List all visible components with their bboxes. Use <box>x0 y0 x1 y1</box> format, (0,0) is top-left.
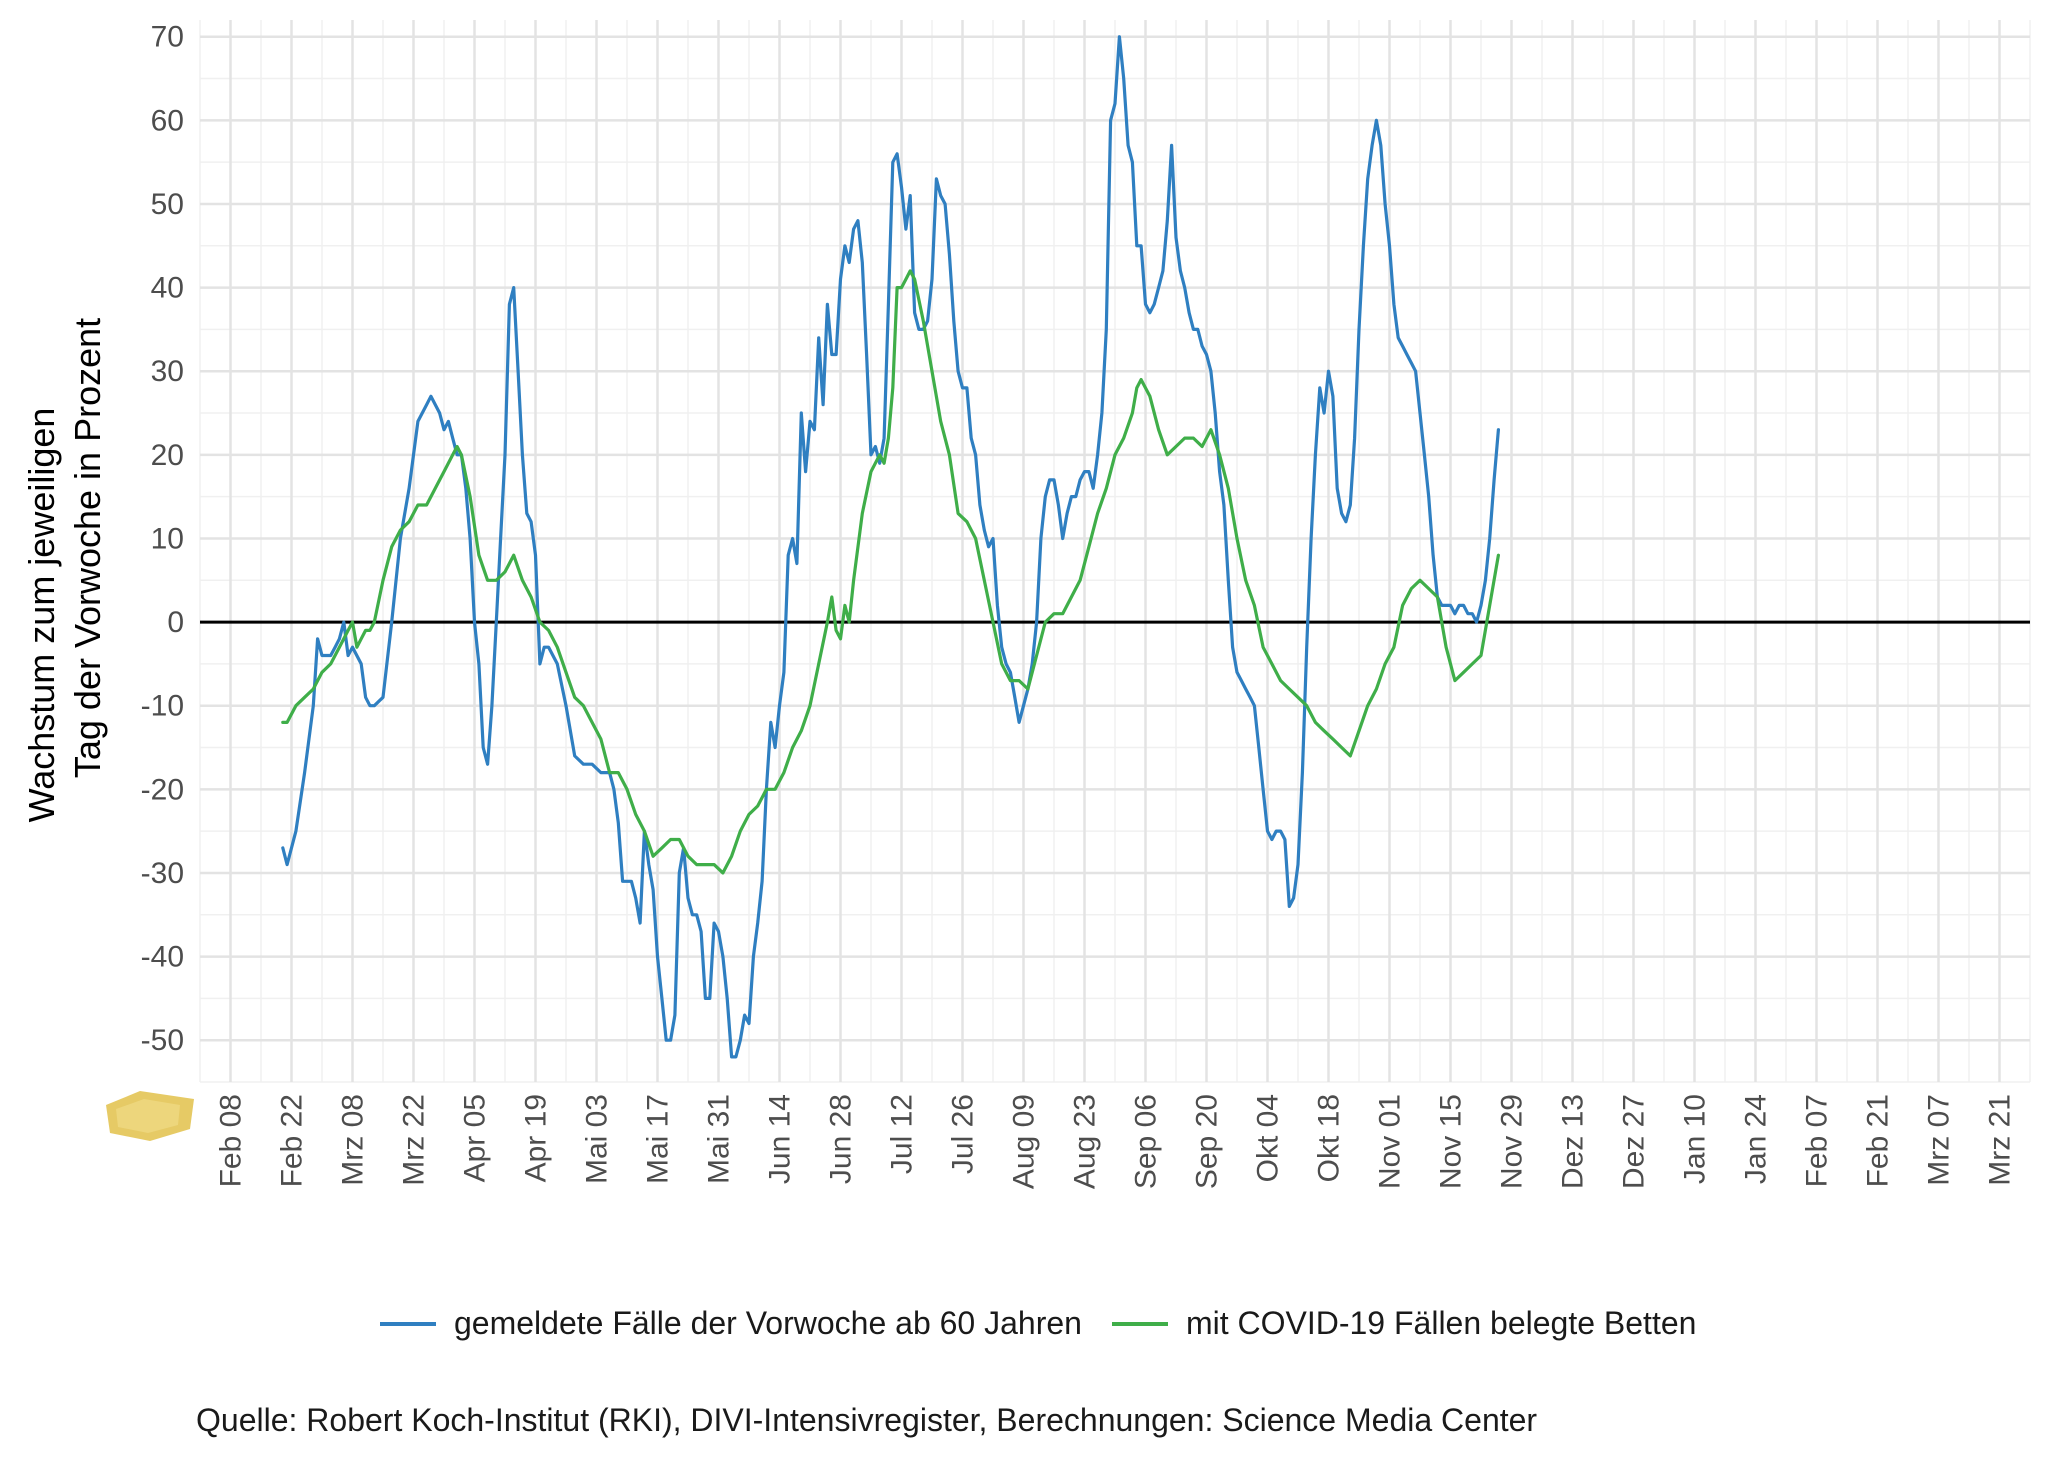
y-tick-label: 30 <box>151 355 184 388</box>
x-tick-label: Dez 13 <box>1557 1094 1590 1189</box>
legend-key-blue <box>380 1321 436 1326</box>
y-tick-label: -40 <box>141 941 184 974</box>
series-layer <box>281 35 1500 1059</box>
y-tick-label: 70 <box>151 21 184 54</box>
x-tick-label: Dez 27 <box>1618 1094 1651 1189</box>
legend-label-beds: mit COVID-19 Fällen belegte Betten <box>1185 1305 1697 1341</box>
y-tick-label: 0 <box>167 606 184 639</box>
x-tick-label: Jul 26 <box>947 1094 980 1174</box>
y-tick-label: 20 <box>151 439 184 472</box>
y-axis-ticks: -50 -40 -30 -20 -10 0 10 20 30 40 50 60 70 <box>141 21 184 1057</box>
series-line-2 <box>281 269 1500 875</box>
x-axis-ticks: Feb 08 Feb 22 Mrz 08 Mrz 22 Apr 05 Apr 19 Mai … <box>215 1094 2017 1189</box>
x-tick-label: Mrz 21 <box>1984 1094 2017 1186</box>
x-tick-label: Aug 23 <box>1069 1094 1102 1189</box>
chart-area: -50 -40 -30 -20 -10 0 10 20 30 40 50 60 70 Feb 08 Feb… <box>21 20 2031 1189</box>
y-axis-title-line2: Tag der Vorwoche in Prozent <box>67 318 108 778</box>
x-tick-label: Sep 20 <box>1191 1094 1224 1189</box>
legend-item-cases: gemeldete Fälle der Vorwoche ab 60 Jahre… <box>380 1305 1082 1342</box>
x-tick-label: Apr 19 <box>520 1094 553 1182</box>
grid <box>199 20 2031 1083</box>
x-tick-label: Nov 15 <box>1435 1094 1468 1189</box>
x-tick-label: Aug 09 <box>1008 1094 1041 1189</box>
x-tick-label: Feb 21 <box>1862 1094 1895 1187</box>
x-tick-label: Feb 07 <box>1801 1094 1834 1187</box>
x-tick-label: Mrz 07 <box>1923 1094 1956 1186</box>
y-tick-label: 40 <box>151 272 184 305</box>
x-tick-label: Feb 08 <box>215 1094 248 1187</box>
y-tick-label: 50 <box>151 188 184 221</box>
x-tick-label: Jun 28 <box>825 1094 858 1184</box>
x-tick-label: Okt 04 <box>1252 1094 1285 1182</box>
x-tick-label: Feb 22 <box>276 1094 309 1187</box>
y-tick-label: 60 <box>151 104 184 137</box>
y-axis-title-line1: Wachstum zum jeweiligen <box>21 408 62 823</box>
smc-logo <box>100 1085 200 1150</box>
smc-logo-graphic <box>106 1091 194 1141</box>
y-tick-label: -20 <box>141 773 184 806</box>
x-tick-label: Nov 29 <box>1496 1094 1529 1189</box>
y-tick-label: -10 <box>141 690 184 723</box>
x-tick-label: Mrz 22 <box>398 1094 431 1186</box>
source-caption: Quelle: Robert Koch-Institut (RKI), DIVI… <box>196 1402 1538 1438</box>
x-tick-label: Jun 14 <box>764 1094 797 1184</box>
x-tick-label: Nov 01 <box>1374 1094 1407 1189</box>
x-tick-label: Jul 12 <box>886 1094 919 1174</box>
x-tick-label: Mai 03 <box>581 1094 614 1184</box>
legend-label-cases: gemeldete Fälle der Vorwoche ab 60 Jahre… <box>454 1305 1082 1341</box>
x-tick-label: Mai 31 <box>703 1094 736 1184</box>
x-tick-label: Jan 24 <box>1740 1094 1773 1184</box>
series-line-1 <box>281 35 1500 1059</box>
legend: gemeldete Fälle der Vorwoche ab 60 Jahre… <box>380 1305 1696 1342</box>
y-tick-label: -50 <box>141 1024 184 1057</box>
y-tick-label: -30 <box>141 857 184 890</box>
x-tick-label: Okt 18 <box>1313 1094 1346 1182</box>
x-tick-label: Mai 17 <box>642 1094 675 1184</box>
legend-item-beds: mit COVID-19 Fällen belegte Betten <box>1111 1305 1697 1342</box>
x-tick-label: Apr 05 <box>459 1094 492 1182</box>
legend-key-green <box>1111 1321 1168 1326</box>
x-tick-label: Jan 10 <box>1679 1094 1712 1184</box>
y-tick-label: 10 <box>151 522 184 555</box>
x-tick-label: Mrz 08 <box>337 1094 370 1186</box>
x-tick-label: Sep 06 <box>1130 1094 1163 1189</box>
